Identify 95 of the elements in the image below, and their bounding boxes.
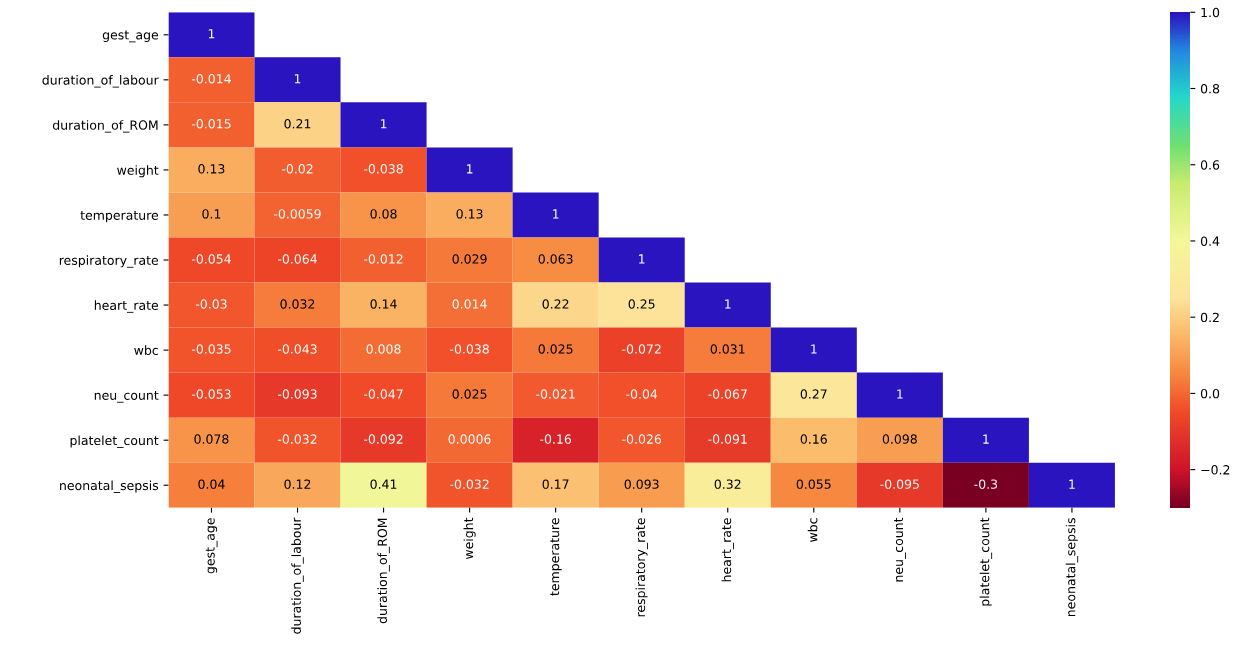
data-label: 0.008	[366, 344, 401, 354]
data-label: 0.025	[452, 389, 487, 399]
y-tick-label: weight	[117, 165, 159, 178]
x-tick-label: wbc	[807, 518, 818, 542]
y-tick-label: neonatal_sepsis	[60, 480, 159, 493]
data-label: -0.095	[880, 479, 919, 489]
color-bar-label: −0.2	[1201, 465, 1230, 475]
data-label: 0.17	[542, 479, 569, 489]
data-label: -0.064	[277, 254, 317, 264]
data-label: -0.032	[450, 479, 489, 489]
y-tick-label: platelet_count	[70, 435, 159, 448]
data-label: 0.025	[538, 344, 573, 354]
data-label: 0.32	[714, 479, 741, 489]
data-label: 0.08	[370, 209, 397, 219]
data-label: -0.092	[364, 434, 403, 444]
color-bar-label: 0.6	[1200, 160, 1220, 170]
y-tick-label: wbc	[134, 345, 158, 356]
data-label: -0.054	[191, 254, 231, 264]
data-label: -0.038	[364, 164, 403, 174]
x-tick-label: gest_age	[205, 518, 218, 574]
data-label: 1	[467, 164, 473, 174]
data-label: 0.25	[628, 299, 655, 309]
data-label: -0.091	[708, 434, 747, 444]
color-bar-label: 0.4	[1200, 236, 1220, 246]
data-label: -0.038	[450, 344, 489, 354]
data-label: 0.41	[370, 479, 397, 489]
x-tick-label: weight	[463, 517, 476, 560]
x-tick-label: duration_of_labour	[291, 517, 304, 634]
data-label: 1	[811, 344, 817, 354]
data-label: 0.029	[452, 254, 487, 264]
data-label: 1	[897, 389, 903, 399]
data-label: 1	[639, 254, 645, 264]
data-label: -0.032	[277, 434, 317, 444]
data-label: 1	[208, 29, 215, 39]
data-label: -0.093	[277, 389, 317, 399]
data-label: 0.063	[538, 254, 573, 264]
y-tick-label: duration_of_ROM	[52, 120, 158, 133]
data-label: -0.015	[191, 119, 231, 129]
y-tick-label: respiratory_rate	[59, 255, 159, 268]
x-tick-label: respiratory_rate	[635, 518, 648, 617]
data-label: -0.043	[277, 344, 317, 354]
y-tick-label: neu_count	[94, 390, 159, 403]
data-label: -0.014	[191, 74, 231, 84]
data-label: -0.3	[974, 479, 998, 489]
data-label: 0.21	[284, 119, 311, 129]
data-label: 1	[380, 119, 387, 129]
data-label: 0.031	[710, 344, 745, 354]
data-label: 0.12	[284, 479, 311, 489]
data-label: 0.13	[198, 164, 225, 174]
color-bar-label: 0.8	[1200, 83, 1220, 94]
data-label: 0.27	[800, 389, 827, 399]
data-label: 0.16	[800, 434, 827, 444]
data-label: 0.13	[456, 209, 483, 219]
data-label: -0.0059	[274, 209, 321, 219]
data-label: -0.026	[622, 434, 662, 444]
data-label: -0.02	[281, 164, 313, 174]
y-tick-label: duration_of_labour	[42, 75, 159, 88]
data-label: 0.093	[624, 479, 659, 489]
y-tick-label: temperature	[80, 210, 159, 223]
data-label: 1	[553, 209, 559, 219]
data-label: 0.014	[452, 299, 487, 309]
data-label: 0.032	[280, 299, 315, 309]
x-tick-label: temperature	[550, 518, 562, 596]
data-label: -0.035	[191, 344, 231, 354]
x-tick-label: platelet_count	[979, 517, 993, 606]
data-label: -0.03	[195, 299, 227, 309]
data-label: -0.04	[626, 389, 658, 399]
data-label: -0.021	[536, 389, 575, 399]
data-label: 1	[294, 74, 301, 84]
data-label: -0.067	[708, 389, 747, 399]
x-tick-label: neonatal_sepsis	[1065, 518, 1079, 617]
color-bar-label: 0.0	[1200, 388, 1220, 399]
data-label: 0.055	[796, 479, 831, 489]
data-label: 0.04	[198, 479, 225, 489]
data-label: -0.072	[622, 344, 661, 354]
color-bar-label: 1.0	[1201, 7, 1220, 18]
y-tick-label: gest_age	[102, 30, 159, 43]
x-tick-label: duration_of_ROM	[377, 518, 390, 624]
data-label: 0.14	[370, 299, 397, 309]
y-tick-label: heart_rate	[94, 300, 159, 313]
color-bar-label: 0.2	[1200, 312, 1219, 323]
data-label: 0.22	[542, 299, 569, 309]
data-label: 0.078	[194, 434, 229, 444]
data-label: 0.098	[882, 434, 917, 444]
data-label: 0.1	[202, 209, 221, 219]
data-label: -0.012	[364, 254, 403, 264]
x-tick-label: neu_count	[894, 517, 906, 582]
data-label: -0.16	[540, 434, 572, 444]
data-label: 1	[725, 299, 731, 309]
data-label: 0.0006	[448, 434, 491, 444]
data-label: 1	[1069, 479, 1075, 489]
data-label: 1	[983, 434, 989, 444]
x-tick-label: heart_rate	[721, 518, 734, 582]
data-label: -0.053	[191, 389, 231, 399]
data-label: -0.047	[364, 389, 403, 399]
